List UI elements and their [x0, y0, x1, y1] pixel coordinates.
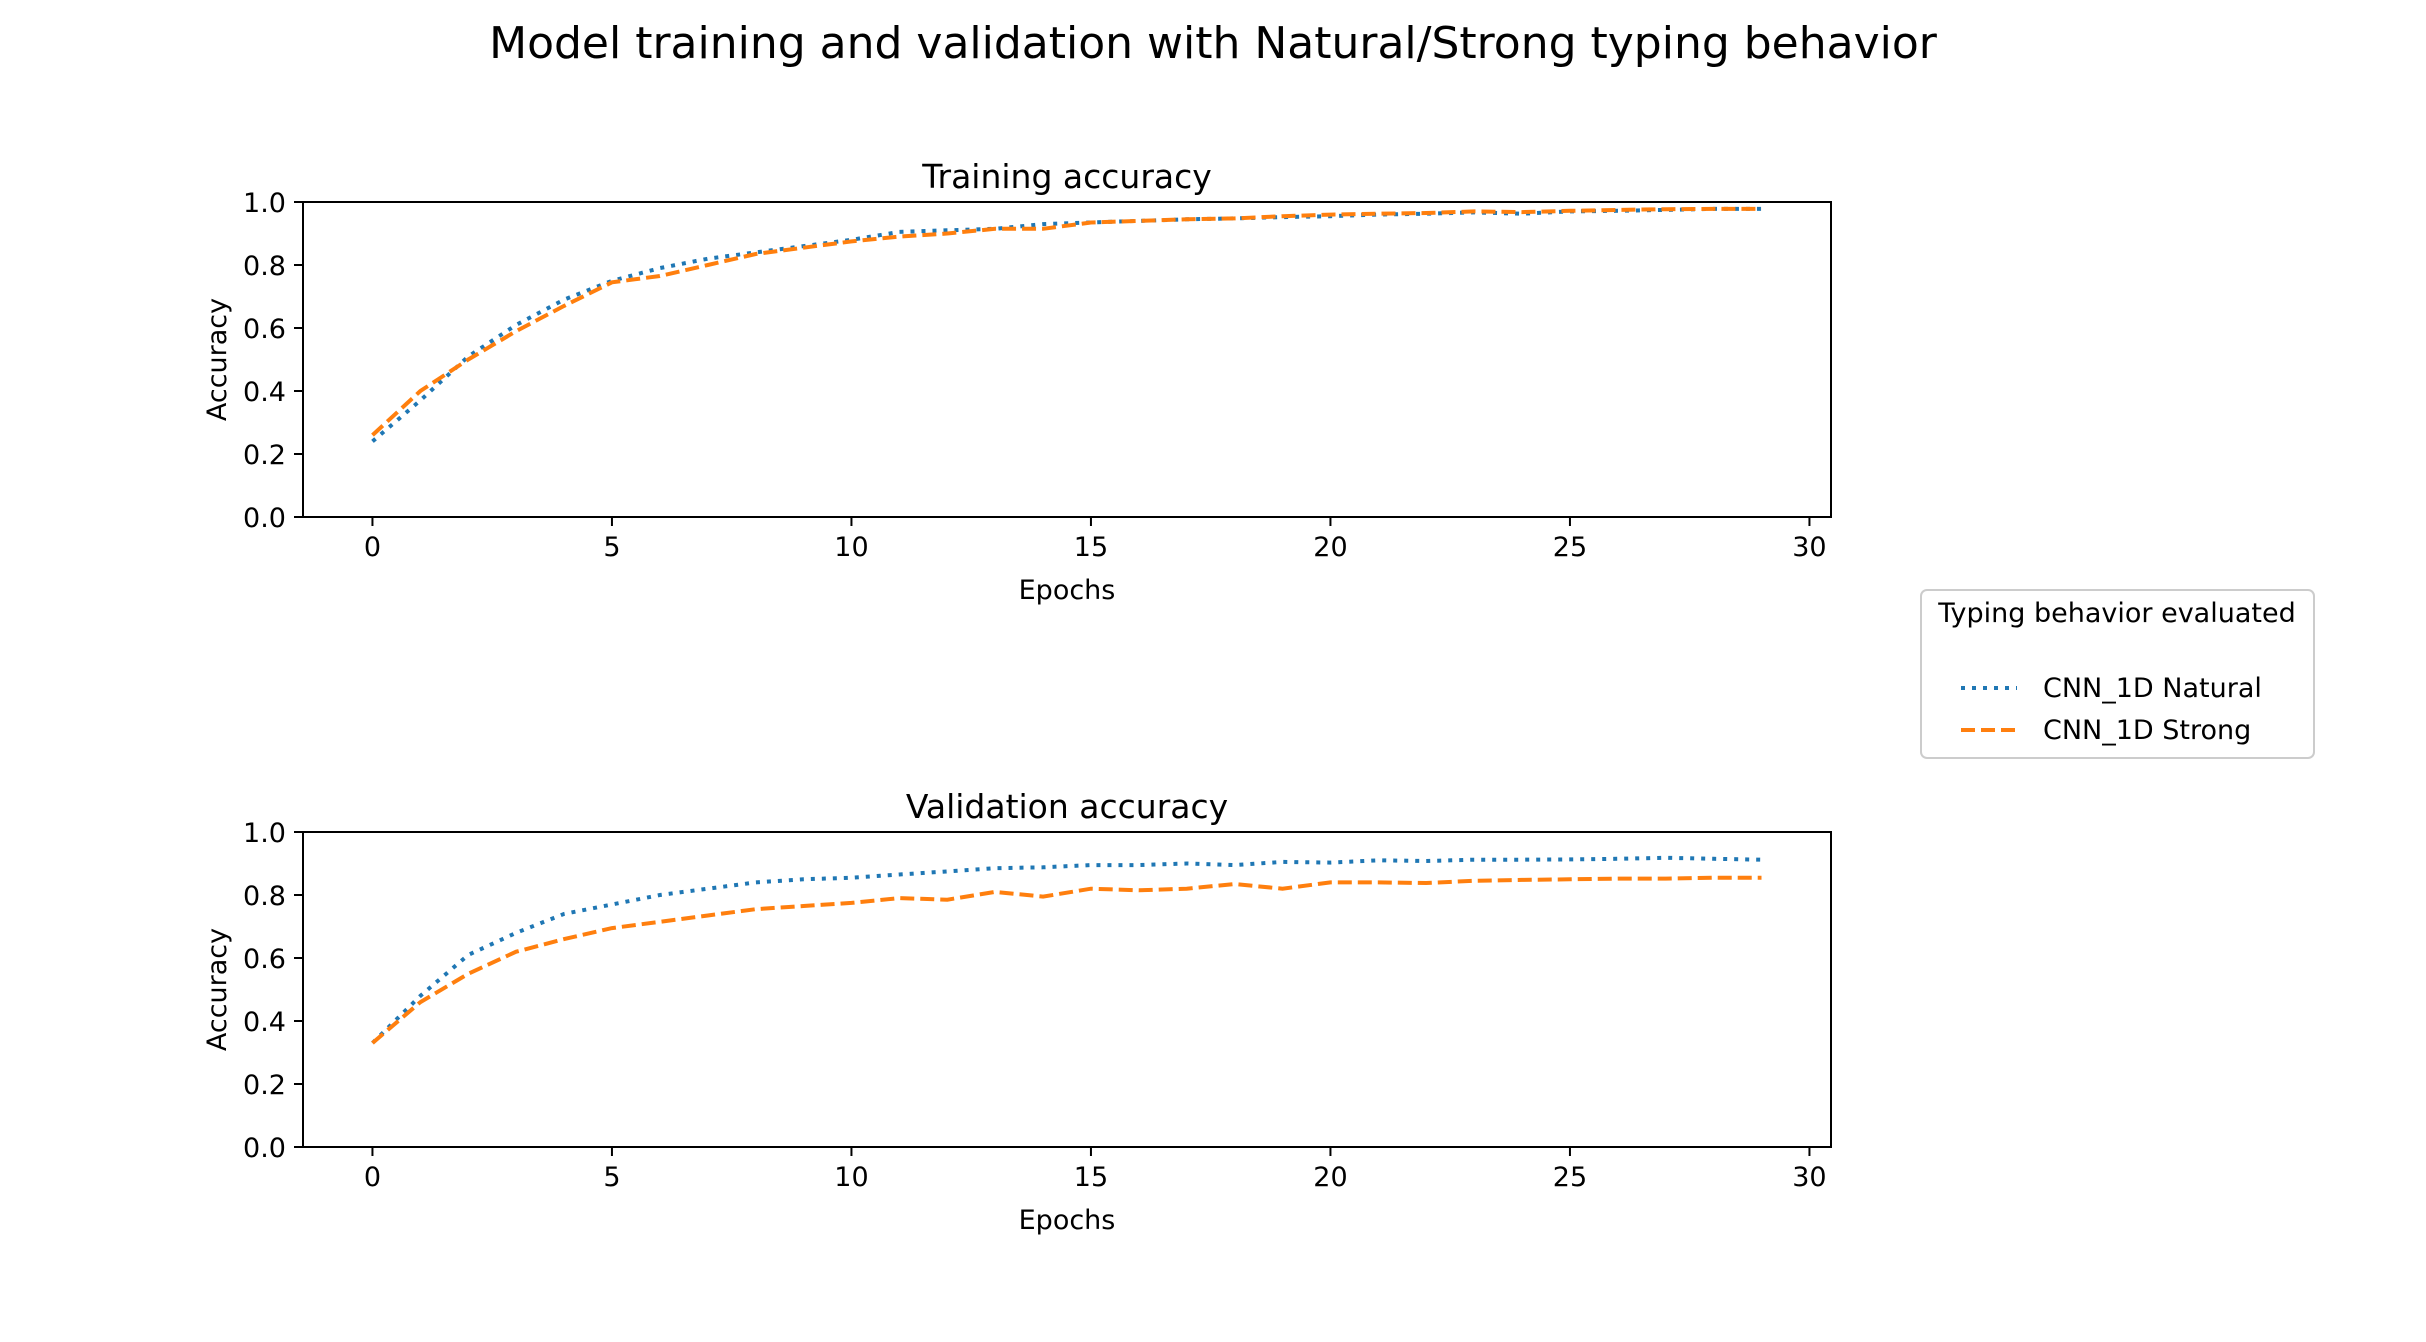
training-y-tick-label: 1.0 — [243, 188, 286, 219]
legend-label-strong: CNN_1D Strong — [2043, 715, 2251, 746]
training-y-tick-label: 0.4 — [243, 377, 286, 408]
validation-axes-frame — [302, 831, 1832, 1148]
validation-x-tick-label: 10 — [834, 1162, 868, 1193]
figure-title: Model training and validation with Natur… — [489, 18, 1938, 69]
training-y-tick-label: 0.8 — [243, 251, 286, 282]
training-axes-frame — [302, 201, 1832, 518]
training-x-tick-label: 20 — [1313, 532, 1347, 563]
training-y-tick-label: 0.0 — [243, 503, 286, 534]
validation-x-tick-label: 20 — [1313, 1162, 1347, 1193]
training-y-tick-label: 0.2 — [243, 440, 286, 471]
training-accuracy-subplot: 0 5 10 15 20 25 30 0.0 0.2 0.4 0.6 0.8 1.0 Training a… — [202, 157, 1832, 606]
validation-y-tick-label: 1.0 — [243, 818, 286, 849]
validation-x-tick-label: 15 — [1074, 1162, 1108, 1193]
validation-x-tick-label: 25 — [1553, 1162, 1587, 1193]
validation-y-tick-label: 0.6 — [243, 944, 286, 975]
legend: Typing behavior evaluated CNN_1D Natural… — [1920, 589, 2315, 759]
validation-y-tick-label: 0.8 — [243, 881, 286, 912]
validation-series-natural-line — [371, 855, 1762, 1045]
training-subplot-title: Training accuracy — [921, 157, 1212, 196]
training-series-strong-line — [371, 206, 1762, 437]
training-x-tick-label: 25 — [1553, 532, 1587, 563]
training-x-tick-label: 0 — [364, 532, 381, 563]
validation-y-tick-label: 0.4 — [243, 1007, 286, 1038]
legend-title: Typing behavior evaluated — [1937, 598, 2295, 629]
training-x-tick-label: 15 — [1074, 532, 1108, 563]
training-y-axis-label: Accuracy — [202, 298, 233, 421]
training-x-axis-label: Epochs — [1019, 575, 1116, 606]
validation-subplot-title: Validation accuracy — [906, 787, 1228, 826]
validation-x-tick-label: 0 — [364, 1162, 381, 1193]
validation-accuracy-subplot: 0 5 10 15 20 25 30 0.0 0.2 0.4 0.6 0.8 1.0 Validation… — [202, 787, 1832, 1236]
training-x-tick-label: 10 — [834, 532, 868, 563]
validation-y-tick-label: 0.2 — [243, 1070, 286, 1101]
validation-series-strong-line — [371, 875, 1762, 1045]
training-x-tick-label: 30 — [1792, 532, 1826, 563]
legend-label-natural: CNN_1D Natural — [2043, 673, 2262, 704]
training-series-natural-line — [371, 206, 1762, 443]
training-y-tick-label: 0.6 — [243, 314, 286, 345]
legend-frame — [1920, 589, 2315, 759]
validation-x-axis-label: Epochs — [1019, 1205, 1116, 1236]
validation-y-tick-label: 0.0 — [243, 1133, 286, 1164]
validation-y-axis-label: Accuracy — [202, 928, 233, 1051]
validation-x-tick-label: 30 — [1792, 1162, 1826, 1193]
validation-x-tick-label: 5 — [603, 1162, 620, 1193]
training-x-tick-label: 5 — [603, 532, 620, 563]
